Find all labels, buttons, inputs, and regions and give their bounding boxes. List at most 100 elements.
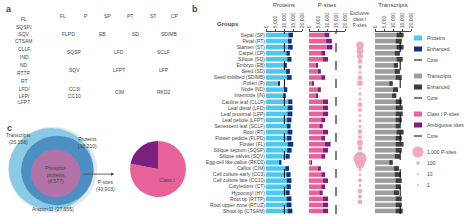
svg-text:RKD2: RKD2 <box>157 89 171 95</box>
svg-text:IND: IND <box>20 54 29 60</box>
svg-text:Araport11 (27,655): Araport11 (27,655) <box>32 206 74 212</box>
svg-text:Core: Core <box>427 95 438 101</box>
svg-text:FL: FL <box>21 16 27 22</box>
svg-text:10: 10 <box>427 171 433 177</box>
svg-text:Transcripts: Transcripts <box>427 73 452 79</box>
svg-text:Enhanced: Enhanced <box>427 84 450 90</box>
svg-text:15,000: 15,000 <box>333 13 339 29</box>
svg-text:Exclusiveclass IP-sites: Exclusiveclass IP-sites <box>350 11 370 28</box>
svg-text:100: 100 <box>427 160 436 166</box>
svg-text:Seed imbibed (SDIMB): Seed imbibed (SDIMB) <box>214 74 265 80</box>
svg-text:CP: CP <box>171 13 179 19</box>
svg-text:Cell culture late (CC10): Cell culture late (CC10) <box>213 177 265 183</box>
svg-text:5,000: 5,000 <box>272 15 278 28</box>
svg-text:Silique (SQ): Silique (SQ) <box>238 56 265 62</box>
svg-text:SCLF: SCLF <box>157 49 170 55</box>
svg-text:Internode (IN): Internode (IN) <box>234 92 265 98</box>
svg-text:Transcripts: Transcripts <box>378 2 407 8</box>
svg-text:Root tip (RTTP): Root tip (RTTP) <box>230 196 265 202</box>
svg-text:Cell culture early (CC3): Cell culture early (CC3) <box>213 171 265 177</box>
svg-text:P: P <box>84 13 88 19</box>
svg-text:Flower pedicle (FLPD): Flower pedicle (FLPD) <box>215 135 265 141</box>
svg-text:Cotyledons (CT): Cotyledons (CT) <box>229 183 266 189</box>
svg-text:b: b <box>192 4 198 14</box>
svg-text:5,000: 5,000 <box>315 15 321 28</box>
svg-text:Core: Core <box>427 133 438 139</box>
svg-text:20,000: 20,000 <box>408 13 414 29</box>
svg-text:15,000: 15,000 <box>290 13 296 29</box>
svg-text:CC3/CC10: CC3/CC10 <box>68 86 81 99</box>
svg-text:SQSP: SQSP <box>67 49 82 55</box>
svg-text:SP: SP <box>104 13 111 19</box>
svg-text:Ambiguous sites: Ambiguous sites <box>427 122 464 128</box>
svg-text:CTSAM: CTSAM <box>15 38 33 44</box>
svg-text:10,000: 10,000 <box>324 13 330 29</box>
svg-text:Leaf distal (LFD): Leaf distal (LFD) <box>228 105 265 111</box>
svg-text:10,000: 10,000 <box>281 13 287 29</box>
svg-text:LFPT: LFPT <box>113 67 125 73</box>
svg-text:SDIMB: SDIMB <box>161 31 178 37</box>
svg-text:Silique septum (SQSP): Silique septum (SQSP) <box>214 147 266 153</box>
svg-text:CIM: CIM <box>115 89 124 95</box>
svg-text:20,000: 20,000 <box>299 13 305 29</box>
svg-text:FL: FL <box>60 13 66 19</box>
svg-text:Sepal (SP): Sepal (SP) <box>241 32 266 38</box>
svg-text:Proteins: Proteins <box>273 2 295 8</box>
svg-text:0: 0 <box>263 25 269 28</box>
svg-text:Proteins(18,210): Proteins(18,210) <box>78 136 97 149</box>
svg-text:Groups: Groups <box>217 21 239 27</box>
svg-text:LFD: LFD <box>114 49 124 55</box>
svg-text:LFD/LFP/LFPT: LFD/LFP/LFPT <box>18 86 30 105</box>
svg-text:1,000 P-sites: 1,000 P-sites <box>427 149 457 155</box>
svg-text:Embryo (EB): Embryo (EB) <box>236 62 265 68</box>
svg-text:FLPD: FLPD <box>62 31 75 37</box>
svg-text:SQSP/SQV: SQSP/SQV <box>16 24 32 37</box>
svg-text:EB: EB <box>99 31 106 37</box>
svg-text:Leaf proximal (LFP): Leaf proximal (LFP) <box>221 111 265 117</box>
svg-text:Core: Core <box>427 57 438 63</box>
svg-text:Pollen (P): Pollen (P) <box>243 80 265 86</box>
svg-text:ND: ND <box>20 62 28 68</box>
svg-text:Seed (SD): Seed (SD) <box>242 68 266 74</box>
svg-text:Leaf petiole (LFPT): Leaf petiole (LFPT) <box>222 117 265 123</box>
svg-text:Class I: Class I <box>159 177 174 183</box>
svg-text:1: 1 <box>427 182 430 188</box>
svg-text:RT: RT <box>21 78 28 84</box>
svg-text:Node (ND): Node (ND) <box>241 86 265 92</box>
svg-text:Phospho-proteins(8,577): Phospho-proteins(8,577) <box>45 165 67 184</box>
svg-text:Petal (PT): Petal (PT) <box>242 38 265 44</box>
svg-text:Carpel (CP): Carpel (CP) <box>239 50 266 56</box>
svg-text:c: c <box>7 123 12 133</box>
svg-text:RTTP: RTTP <box>17 70 31 76</box>
svg-text:Root (RT): Root (RT) <box>243 129 265 135</box>
svg-text:a: a <box>6 4 12 14</box>
svg-text:ST: ST <box>150 13 156 19</box>
svg-text:Senescent leaf (SCLF): Senescent leaf (SCLF) <box>214 123 265 129</box>
svg-text:Proteins: Proteins <box>427 35 446 41</box>
svg-text:Cauline leaf (CLLF): Cauline leaf (CLLF) <box>222 99 266 105</box>
svg-text:Flower (FL): Flower (FL) <box>239 141 265 147</box>
svg-text:Transcripts(25,158): Transcripts(25,158) <box>6 132 31 145</box>
svg-text:Stamen (ST): Stamen (ST) <box>237 44 266 50</box>
svg-text:Shoot tip (CTSAM): Shoot tip (CTSAM) <box>223 208 265 214</box>
svg-text:0: 0 <box>306 25 312 28</box>
svg-text:Egg-cell like callus (RKD2): Egg-cell like callus (RKD2) <box>206 159 266 165</box>
svg-text:20,000: 20,000 <box>342 13 348 29</box>
svg-text:SQV: SQV <box>69 67 80 73</box>
svg-text:Callus (CIM): Callus (CIM) <box>237 165 265 171</box>
svg-text:Root upper zone (RTUZ): Root upper zone (RTUZ) <box>210 202 265 208</box>
svg-text:CLLF: CLLF <box>18 46 30 52</box>
svg-text:LFP: LFP <box>159 67 169 73</box>
svg-text:Enhanced: Enhanced <box>427 46 450 52</box>
svg-text:PT: PT <box>127 13 133 19</box>
svg-text:0: 0 <box>372 25 378 28</box>
svg-text:SD: SD <box>132 31 139 37</box>
svg-text:Hypocotyl (HY): Hypocotyl (HY) <box>231 190 265 196</box>
svg-text:10,000: 10,000 <box>390 13 396 29</box>
svg-text:P-sites: P-sites <box>318 2 336 8</box>
svg-text:15,000: 15,000 <box>399 13 405 29</box>
svg-text:5,000: 5,000 <box>381 15 387 28</box>
svg-text:Silique valves (SQV): Silique valves (SQV) <box>219 153 265 159</box>
svg-text:P-sites(43,903): P-sites(43,903) <box>96 179 115 192</box>
svg-text:Class I P-sites: Class I P-sites <box>427 111 459 117</box>
